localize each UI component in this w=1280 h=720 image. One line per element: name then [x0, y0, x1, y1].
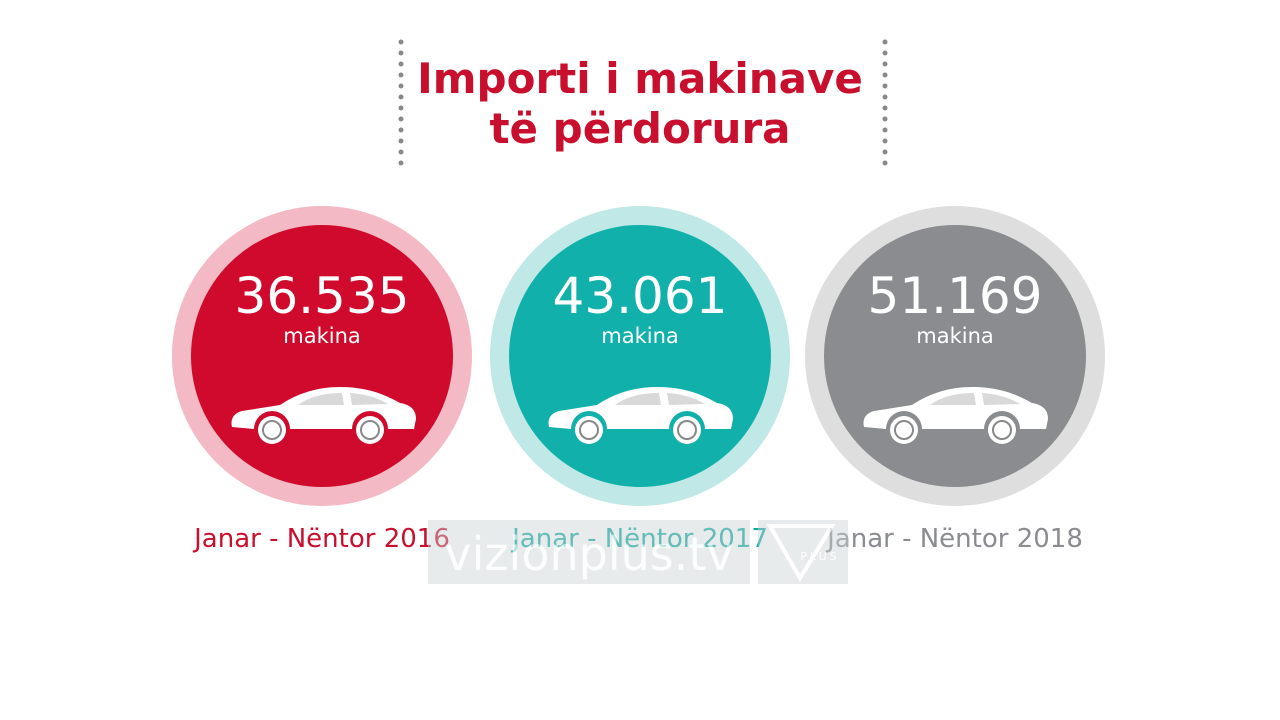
period: Janar - Nëntor 2018: [825, 524, 1083, 554]
unit: makina: [601, 324, 679, 348]
watermark-logo: [766, 524, 836, 582]
item: 36.535 makina Janar - Nëntor 2016: [172, 206, 472, 554]
circle: [824, 225, 1086, 487]
watermark-text: vizionplus.tv: [444, 527, 733, 581]
unit: makina: [916, 324, 994, 348]
circle: [191, 225, 453, 487]
period: Janar - Nëntor 2016: [192, 524, 450, 554]
circle: [509, 225, 771, 487]
title-line: të përdorura: [489, 104, 790, 153]
watermark-box: [428, 520, 750, 584]
watermark-sub: PLUS: [800, 550, 839, 563]
item: 51.169 makina Janar - Nëntor 2018: [805, 206, 1105, 554]
period: Janar - Nëntor 2017: [510, 524, 768, 554]
watermark: vizionplus.tv PLUS: [428, 520, 848, 584]
title-block: Importi i makinave të përdorura: [398, 39, 888, 169]
unit: makina: [283, 324, 361, 348]
value: 36.535: [235, 267, 410, 325]
value: 43.061: [553, 267, 728, 325]
title-line: Importi i makinave: [417, 54, 863, 103]
value: 51.169: [868, 267, 1043, 325]
item: 43.061 makina Janar - Nëntor 2017: [490, 206, 790, 554]
